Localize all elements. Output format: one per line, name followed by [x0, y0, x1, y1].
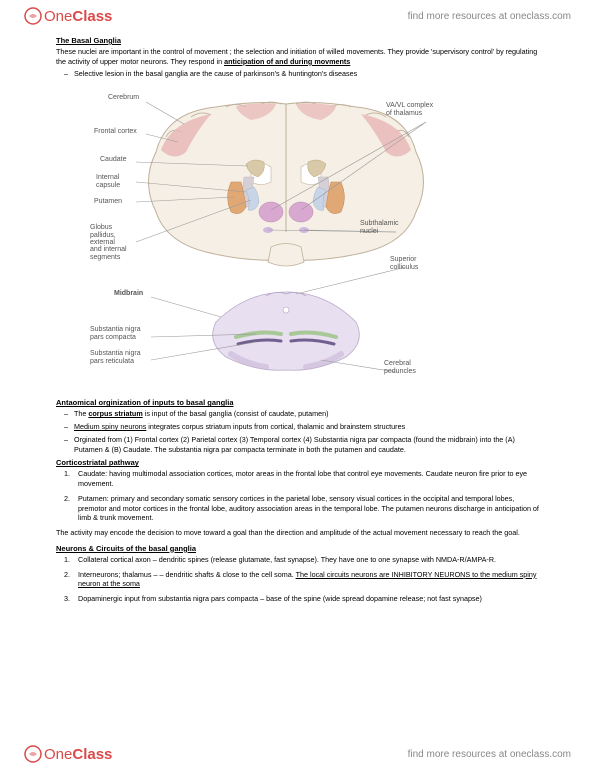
neurons-item-1: 1. Collateral cortical axon – dendritic s… — [56, 555, 539, 565]
label-caudate: Caudate — [100, 156, 126, 163]
label-sn-reticulata: Substantia nigra pars reticulata — [90, 350, 141, 365]
label-sn-compacta: Substantia nigra pars compacta — [90, 326, 141, 341]
cort-1-text: Caudate: having multimodal association c… — [78, 469, 527, 488]
brand-class-f: Class — [72, 746, 112, 763]
anat-bullet-1: The corpus striatum is input of the basa… — [56, 409, 539, 419]
page-footer: OneClass find more resources at oneclass… — [0, 738, 595, 770]
header-tagline: find more resources at oneclass.com — [408, 11, 571, 22]
brand-text: OneClass — [44, 8, 112, 25]
anat-2a: Medium spiny neurons — [74, 422, 146, 431]
logo-icon-footer — [24, 745, 42, 763]
intro-paragraph: These nuclei are important in the contro… — [56, 47, 539, 66]
section-corticostriatal: Corticostriatal pathway — [56, 458, 539, 468]
intro-text-b: anticipation of and during movments — [224, 57, 350, 66]
brand-logo: OneClass — [24, 7, 112, 25]
neurons-item-3: 3. Dopaminergic input from substantia nig… — [56, 594, 539, 604]
label-subthalamic: Subthalamic nuclei — [360, 220, 399, 235]
neurons-item-2: 2. Interneurons; thalamus – – dendritic s… — [56, 570, 539, 589]
section-neurons: Neurons & Circuits of the basal ganglia — [56, 544, 539, 554]
neu-2a-text: Interneurons; thalamus – – dendritic sha… — [78, 570, 296, 579]
label-superior: Superior colliculus — [390, 256, 418, 271]
label-globus: Globus pallidus, external and internal s… — [90, 224, 127, 261]
neu-1-text: Collateral cortical axon – dendritic spi… — [78, 555, 496, 564]
brain-diagram: Cerebrum Frontal cortex Caudate Internal… — [96, 82, 476, 392]
brand-logo-footer: OneClass — [24, 745, 112, 763]
brand-text-footer: OneClass — [44, 746, 112, 763]
logo-icon — [24, 7, 42, 25]
label-frontal: Frontal cortex — [94, 128, 137, 135]
label-peduncles: Cerebral peduncles — [384, 360, 416, 375]
neu-3-text: Dopaminergic input from substantia nigra… — [78, 594, 482, 603]
document-body: The Basal Ganglia These nuclei are impor… — [0, 32, 595, 604]
cortico-item-1: 1. Caudate: having multimodal association… — [56, 469, 539, 488]
label-cerebrum: Cerebrum — [108, 94, 139, 101]
num-2: 2. — [64, 494, 70, 504]
label-midbrain: Midbrain — [114, 290, 143, 297]
label-putamen: Putamen — [94, 198, 122, 205]
anat-bullet-3: Orginated from (1) Frontal cortex (2) Pa… — [56, 435, 539, 454]
anat-2b: integrates corpus striatum inputs from c… — [146, 422, 405, 431]
bullet-lesion: Selective lesion in the basal ganglia ar… — [56, 69, 539, 79]
num-n3: 3. — [64, 594, 70, 604]
anat-1c: is input of the basal ganglia (consist o… — [143, 409, 329, 418]
brand-one-f: One — [44, 746, 72, 763]
activity-paragraph: The activity may encode the decision to … — [56, 528, 539, 538]
brand-class: Class — [72, 8, 112, 25]
label-va-vl: VA/VL complex of thalamus — [386, 102, 433, 117]
page-header: OneClass find more resources at oneclass… — [0, 0, 595, 32]
anat-bullet-2: Medium spiny neurons integrates corpus s… — [56, 422, 539, 432]
cort-2-text: Putamen: primary and secondary somatic s… — [78, 494, 539, 522]
label-capsule: Internal capsule — [96, 174, 120, 189]
anat-1b: corpus striatum — [88, 409, 142, 418]
anat-1a: The — [74, 409, 88, 418]
num-1: 1. — [64, 469, 70, 479]
section-anatomical: Antaomical orginization of inputs to bas… — [56, 398, 539, 408]
num-n1: 1. — [64, 555, 70, 565]
title-basal-ganglia: The Basal Ganglia — [56, 36, 539, 46]
footer-tagline: find more resources at oneclass.com — [408, 749, 571, 760]
cortico-item-2: 2. Putamen: primary and secondary somatic… — [56, 494, 539, 523]
brain-svg — [96, 82, 476, 392]
num-n2: 2. — [64, 570, 70, 580]
brand-one: One — [44, 8, 72, 25]
